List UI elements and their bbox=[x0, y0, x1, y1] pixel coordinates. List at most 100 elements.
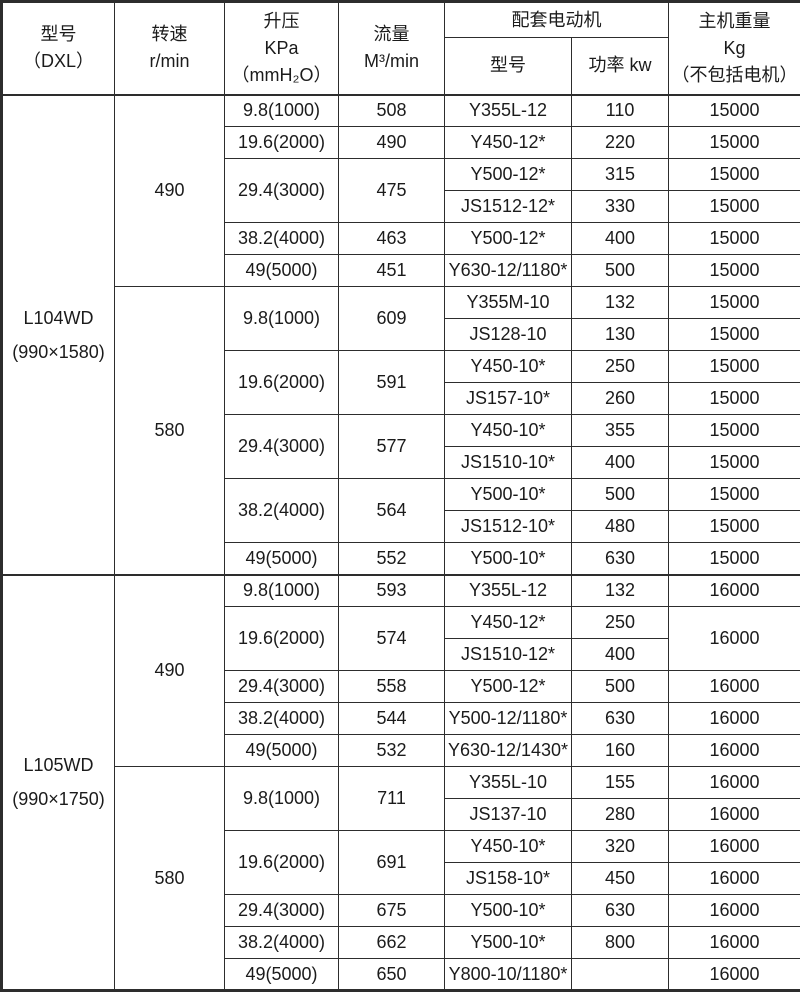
power-cell: 630 bbox=[571, 542, 669, 575]
table-row: 29.4(3000) 558 Y500-12* 500 16000 bbox=[2, 670, 800, 703]
power-cell: 400 bbox=[571, 638, 669, 671]
weight-cell: 15000 bbox=[668, 542, 800, 575]
weight-cell: 15000 bbox=[668, 382, 800, 415]
table-row: 38.2(4000) 662 Y500-10* 800 16000 bbox=[2, 926, 800, 959]
speed-cell: 580 bbox=[114, 286, 225, 575]
motor-model-cell: JS128-10 bbox=[444, 318, 572, 351]
flow-cell: 558 bbox=[338, 670, 445, 703]
flow-cell: 675 bbox=[338, 894, 445, 927]
table-row: JS1512-10* 480 15000 bbox=[2, 510, 800, 543]
table-row: 49(5000) 650 Y800-10/1180* 16000 bbox=[2, 958, 800, 991]
table-row: 38.2(4000) 463 Y500-12* 400 15000 bbox=[2, 222, 800, 255]
table-row: JS137-10 280 16000 bbox=[2, 798, 800, 831]
flow-cell: 451 bbox=[338, 254, 445, 287]
motor-model-cell: Y800-10/1180* bbox=[444, 958, 572, 991]
motor-model-cell: Y450-12* bbox=[444, 126, 572, 159]
model-name: L105WD bbox=[23, 755, 94, 776]
weight-cell: 15000 bbox=[668, 94, 800, 127]
header-motor-group: 配套电动机 bbox=[444, 1, 669, 38]
motor-model-cell: Y500-10* bbox=[444, 478, 572, 511]
weight-cell: 16000 bbox=[668, 702, 800, 735]
table-row: 19.6(2000) 574 Y450-12* 250 16000 bbox=[2, 606, 800, 671]
header-model: 型号 （DXL） bbox=[1, 1, 115, 96]
weight-cell: 15000 bbox=[668, 222, 800, 255]
power-cell: 160 bbox=[571, 734, 669, 767]
header-model-line1: 型号 bbox=[40, 24, 77, 45]
header-row-1: 型号 （DXL） 转速 r/min 升压 KPa （mmH₂O） 流量 M³/m… bbox=[1, 1, 800, 96]
power-cell: 155 bbox=[571, 766, 669, 799]
motor-model-cell: JS1510-10* bbox=[444, 446, 572, 479]
motor-model-cell: Y450-10* bbox=[444, 350, 572, 383]
table-row: JS1512-12* 330 15000 bbox=[2, 190, 800, 223]
flow-cell: 593 bbox=[338, 573, 445, 607]
header-weight-line3: （不包括电机） bbox=[671, 64, 798, 85]
motor-model-cell: Y500-10* bbox=[444, 542, 572, 575]
power-cell: 450 bbox=[571, 862, 669, 895]
motor-model-cell: Y500-12/1180* bbox=[444, 702, 572, 735]
flow-cell: 475 bbox=[338, 158, 445, 223]
pressure-cell: 9.8(1000) bbox=[224, 573, 339, 607]
header-flow-line1: 流量 bbox=[373, 24, 410, 45]
weight-cell: 16000 bbox=[668, 670, 800, 703]
table-row: L105WD (990×1750) 490 9.8(1000) 593 Y355… bbox=[1, 573, 800, 991]
header-pressure: 升压 KPa （mmH₂O） bbox=[224, 1, 339, 96]
flow-cell: 574 bbox=[338, 606, 445, 671]
speed-cell: 580 bbox=[114, 766, 225, 991]
pressure-cell: 49(5000) bbox=[224, 734, 339, 767]
motor-model-cell: Y500-12* bbox=[444, 222, 572, 255]
motor-model-cell: Y500-10* bbox=[444, 926, 572, 959]
motor-model-cell: Y450-12* bbox=[444, 606, 572, 639]
power-cell: 132 bbox=[571, 286, 669, 319]
pressure-cell: 29.4(3000) bbox=[224, 894, 339, 927]
flow-cell: 508 bbox=[338, 94, 445, 127]
power-cell: 315 bbox=[571, 158, 669, 191]
power-cell: 630 bbox=[571, 702, 669, 735]
header-row-2: 型号 功率 kw bbox=[2, 37, 800, 96]
pressure-cell: 49(5000) bbox=[224, 542, 339, 575]
table-row: 19.6(2000) 691 Y450-10* 320 16000 bbox=[2, 830, 800, 895]
power-cell: 800 bbox=[571, 926, 669, 959]
header-model-line2: （DXL） bbox=[22, 51, 94, 72]
weight-cell: 16000 bbox=[668, 958, 800, 991]
motor-model-cell: JS157-10* bbox=[444, 382, 572, 415]
power-cell bbox=[571, 958, 669, 991]
pressure-cell: 29.4(3000) bbox=[224, 414, 339, 479]
power-cell: 355 bbox=[571, 414, 669, 447]
weight-cell: 15000 bbox=[668, 478, 800, 511]
header-flow: 流量 M³/min bbox=[338, 1, 445, 96]
pressure-cell: 49(5000) bbox=[224, 958, 339, 991]
power-cell: 110 bbox=[571, 94, 669, 127]
flow-cell: 544 bbox=[338, 702, 445, 735]
flow-cell: 564 bbox=[338, 478, 445, 543]
motor-model-cell: JS1512-10* bbox=[444, 510, 572, 543]
pressure-cell: 19.6(2000) bbox=[224, 830, 339, 895]
weight-cell: 15000 bbox=[668, 286, 800, 319]
power-cell: 250 bbox=[571, 606, 669, 639]
power-cell: 132 bbox=[571, 573, 669, 607]
model-cell: L104WD (990×1580) bbox=[1, 94, 115, 575]
weight-cell: 16000 bbox=[668, 606, 800, 671]
table-row: 49(5000) 552 Y500-10* 630 15000 bbox=[2, 542, 800, 575]
motor-model-cell: JS1510-12* bbox=[444, 638, 572, 671]
motor-model-cell: Y450-10* bbox=[444, 830, 572, 863]
pressure-cell: 29.4(3000) bbox=[224, 670, 339, 703]
power-cell: 630 bbox=[571, 894, 669, 927]
motor-model-cell: Y355L-10 bbox=[444, 766, 572, 799]
motor-model-cell: Y500-12* bbox=[444, 670, 572, 703]
flow-cell: 552 bbox=[338, 542, 445, 575]
header-speed: 转速 r/min bbox=[114, 1, 225, 96]
power-cell: 250 bbox=[571, 350, 669, 383]
speed-cell: 490 bbox=[114, 573, 225, 767]
header-pressure-line2: KPa bbox=[264, 37, 299, 58]
flow-cell: 577 bbox=[338, 414, 445, 479]
flow-cell: 490 bbox=[338, 126, 445, 159]
motor-model-cell: Y355M-10 bbox=[444, 286, 572, 319]
pressure-cell: 19.6(2000) bbox=[224, 606, 339, 671]
table-row: 580 9.8(1000) 609 Y355M-10 132 15000 bbox=[2, 286, 800, 575]
weight-cell: 16000 bbox=[668, 830, 800, 863]
header-weight: 主机重量 Kg （不包括电机） bbox=[668, 1, 800, 96]
weight-cell: 15000 bbox=[668, 190, 800, 223]
table-row: 580 9.8(1000) 711 Y355L-10 155 16000 bbox=[2, 766, 800, 991]
weight-cell: 15000 bbox=[668, 158, 800, 191]
